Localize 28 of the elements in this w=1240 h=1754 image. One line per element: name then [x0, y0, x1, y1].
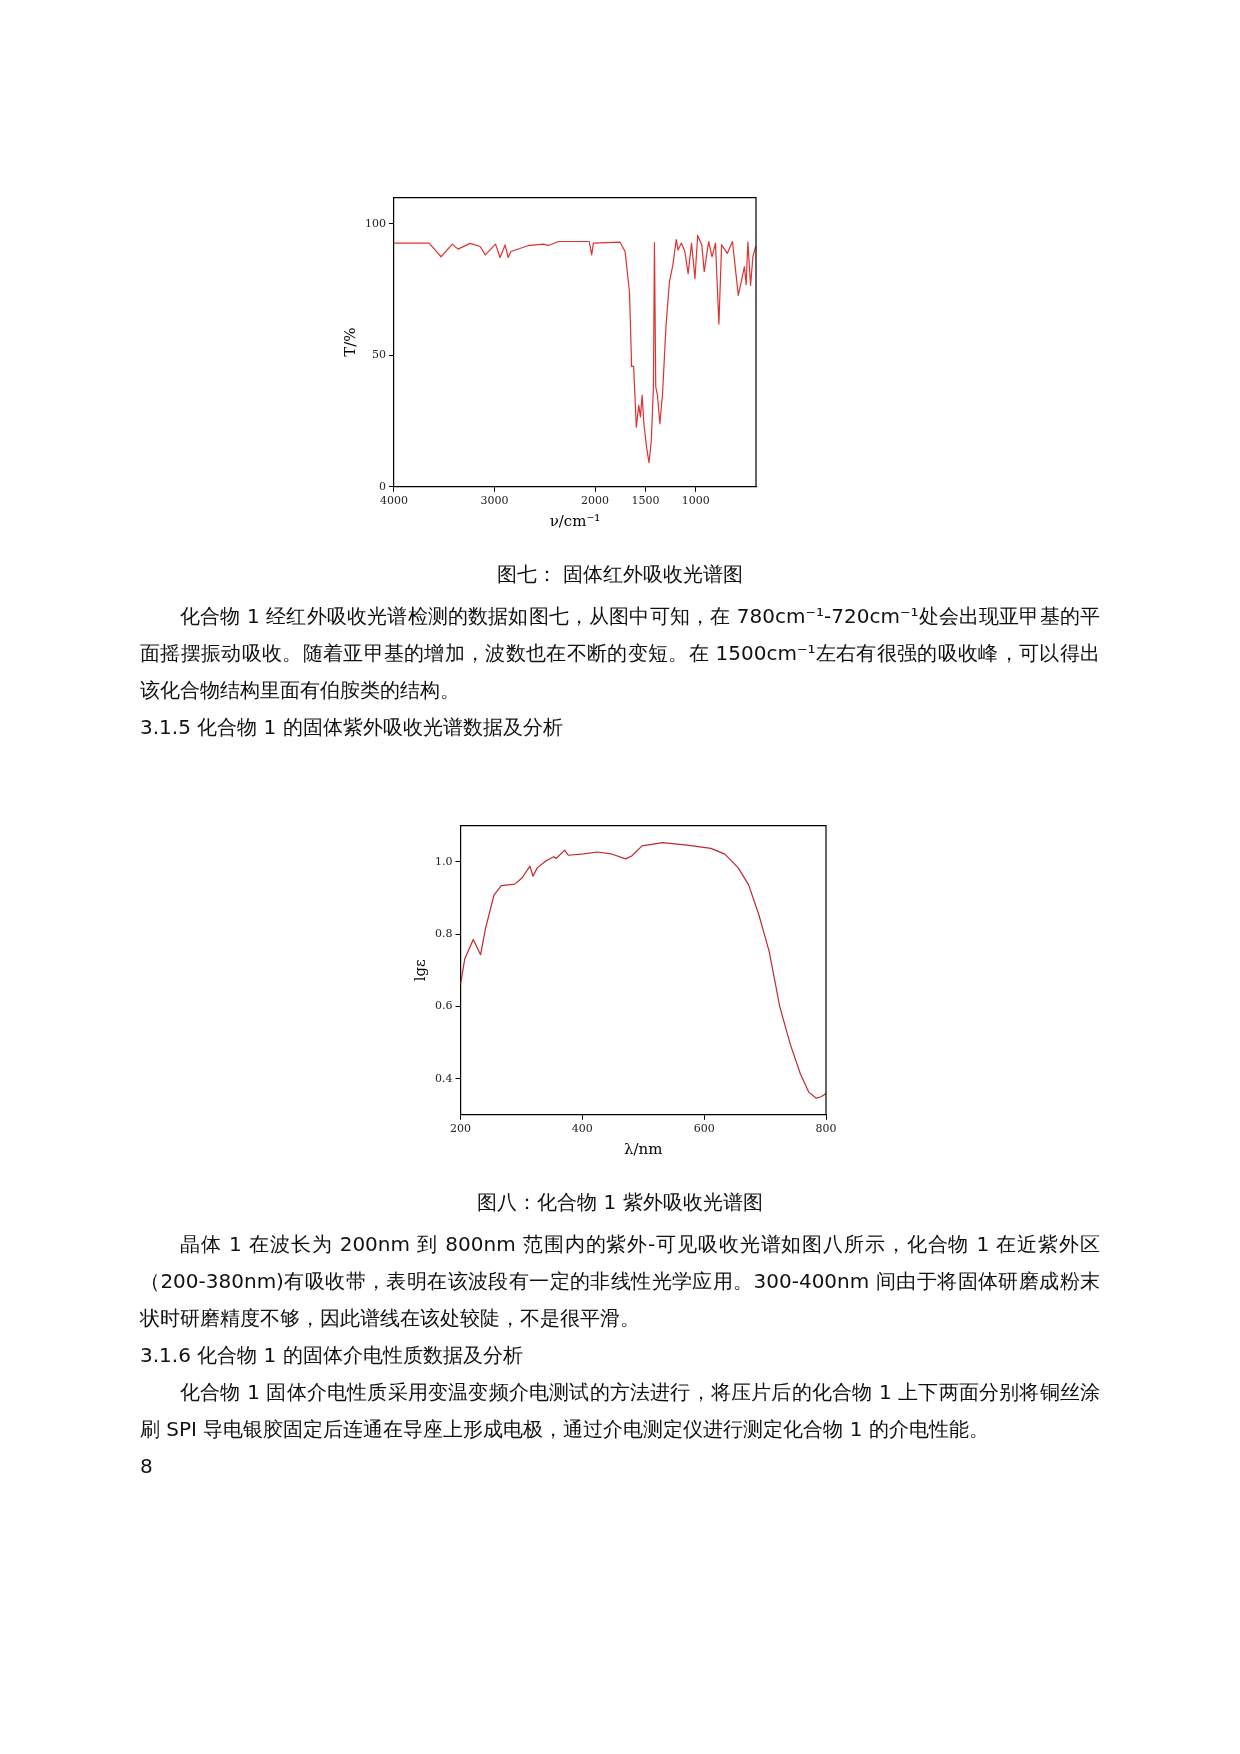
- text: 3.1.5 化合物 1 的固体紫外吸收光谱数据及分析: [140, 714, 564, 741]
- text: 晶体 1 在波长为 200nm 到 800nm 范围内的紫外-可见吸收光谱如图八所示，化合物 1 在近紫外区（200-380nm)有吸收带，表明在该波段有一定的非线性光学应用。300-400nm 间由于将固体研磨成粉末状时研磨精度不够，因此谱线在该处较陡，不是很平滑。: [140, 1231, 1100, 1332]
- x-axis-title: ν/cm⁻¹: [549, 511, 601, 530]
- x-tick-label: 3000: [480, 494, 509, 508]
- text: 图八：化合物 1 紫外吸收光谱图: [476, 1189, 764, 1216]
- x-tick-label: 200: [449, 1122, 471, 1136]
- text: 3.1.6 化合物 1 的固体介电性质数据及分析: [140, 1342, 524, 1369]
- y-tick-label: 0.8: [434, 926, 453, 940]
- text: 化合物 1 经红外吸收光谱检测的数据如图七，从图中可知，在 780cm⁻¹-720cm⁻¹处会出现亚甲基的平面摇摆振动吸收。随着亚甲基的增加，波数也在不断的变短。在 1500cm⁻¹左右有很强的吸收峰，可以得出该化合物结构里面有伯胺类的结构。: [140, 603, 1100, 704]
- y-tick-label: 50: [372, 348, 386, 362]
- text: 化合物 1 固体介电性质采用变温变频介电测试的方法进行，将压片后的化合物 1 上下两面分别将铜丝涂刷 SPI 导电银胶固定后连通在导座上形成电极，通过介电测定仪进行测定化合物 1 的介电性能。: [140, 1379, 1100, 1443]
- x-axis-title: λ/nm: [624, 1139, 663, 1158]
- x-tick-label: 4000: [380, 494, 408, 508]
- x-tick-label: 800: [815, 1122, 837, 1136]
- x-tick-label: 600: [693, 1122, 715, 1136]
- y-tick-label: 100: [365, 216, 386, 230]
- x-tick-label: 1500: [631, 494, 660, 508]
- y-tick-label: 1.0: [434, 854, 453, 868]
- y-tick-label: 0: [379, 479, 386, 493]
- y-axis-title: T/%: [340, 327, 359, 357]
- x-tick-label: 1000: [681, 494, 710, 508]
- text: 图七： 固体红外吸收光谱图: [495, 561, 745, 588]
- x-tick-label: 2000: [581, 494, 610, 508]
- y-axis-title: lgε: [410, 958, 429, 982]
- text: 8: [140, 1453, 154, 1480]
- y-tick-label: 0.4: [434, 1071, 453, 1085]
- y-tick-label: 0.6: [434, 999, 453, 1013]
- x-tick-label: 400: [571, 1122, 593, 1136]
